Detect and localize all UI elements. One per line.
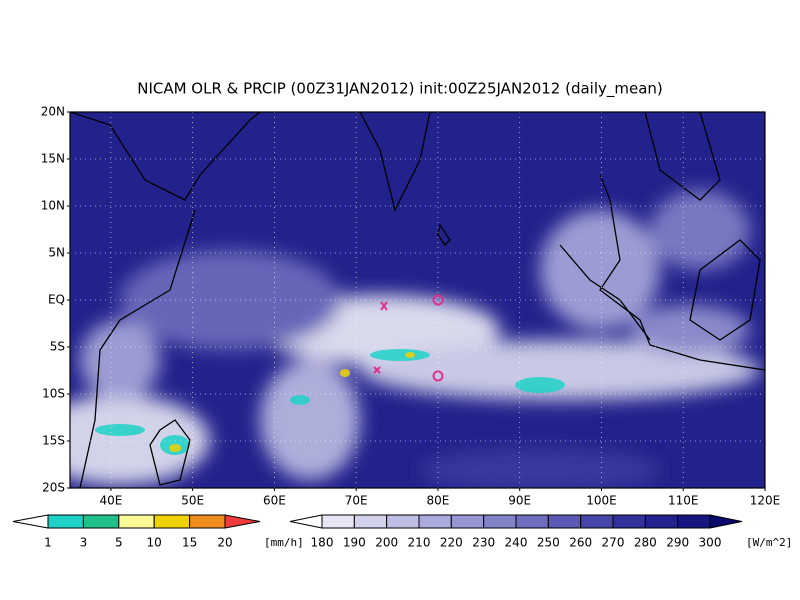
- colorbar-unit: [W/m^2]: [746, 536, 792, 549]
- lat-label: 20S: [42, 481, 65, 495]
- colorbar-label: 20: [217, 536, 232, 550]
- colorbar-box: [47, 514, 84, 529]
- colorbar-box: [386, 514, 420, 529]
- lat-label: 10S: [42, 387, 65, 401]
- colorbar-label: 300: [699, 536, 722, 550]
- lon-label: 70E: [345, 494, 368, 508]
- lat-label: 15S: [42, 434, 65, 448]
- lon-label: 40E: [99, 494, 122, 508]
- map-field: [70, 112, 765, 488]
- colorbar-box: [677, 514, 711, 529]
- lat-label: 15N: [41, 152, 65, 166]
- colorbar-label: 210: [408, 536, 431, 550]
- colorbar-box: [189, 514, 226, 529]
- lon-label: 60E: [263, 494, 286, 508]
- map-title: NICAM OLR & PRCIP (00Z31JAN2012) init:00…: [137, 80, 663, 99]
- colorbar-box: [418, 514, 452, 529]
- colorbar-label: 190: [343, 536, 366, 550]
- colorbar-box: [321, 514, 355, 529]
- colorbar-box: [153, 514, 191, 529]
- colorbar-box: [515, 514, 549, 529]
- colorbar-label: 240: [505, 536, 528, 550]
- colorbar-box: [580, 514, 614, 529]
- colorbar-box: [644, 514, 679, 529]
- lon-label: 120E: [750, 494, 781, 508]
- lat-label: EQ: [48, 293, 65, 307]
- lat-label: 10N: [41, 199, 65, 213]
- colorbar-unit: [mm/h]: [264, 536, 304, 549]
- lon-label: 80E: [427, 494, 450, 508]
- colorbar-box: [547, 514, 582, 529]
- colorbar-label: 3: [80, 536, 88, 550]
- colorbar-arrow-low: [12, 514, 49, 529]
- colorbar-label: 260: [569, 536, 592, 550]
- colorbar-label: 220: [440, 536, 463, 550]
- lon-label: 50E: [181, 494, 204, 508]
- lon-label: 100E: [586, 494, 617, 508]
- colorbar-arrow-high: [709, 514, 743, 529]
- lon-label: 110E: [668, 494, 699, 508]
- colorbar-label: 250: [537, 536, 560, 550]
- colorbar-box: [483, 514, 517, 529]
- colorbar-box: [450, 514, 485, 529]
- lat-label: 20N: [41, 105, 65, 119]
- colorbar-label: 280: [634, 536, 657, 550]
- colorbar-label: 270: [602, 536, 625, 550]
- colorbar-arrow-low: [289, 514, 323, 529]
- colorbar-label: 1: [44, 536, 52, 550]
- colorbar-arrow-high: [224, 514, 261, 529]
- lat-label: 5N: [48, 246, 65, 260]
- colorbar-label: 10: [147, 536, 162, 550]
- legends: 1 3 5 10 15 20 [mm/h] 180 190 200 210 220 230 240 250 2…: [12, 514, 792, 550]
- colorbar-label: 200: [375, 536, 398, 550]
- colorbar-box: [353, 514, 388, 529]
- colorbar-box: [612, 514, 646, 529]
- colorbar-label: 180: [311, 536, 334, 550]
- colorbar-label: 290: [666, 536, 689, 550]
- axis-labels: 20N 15N 10N 5N EQ 5S 10S 15S 20S 40E 50E 60E 70E 80E 9…: [41, 105, 781, 508]
- lon-label: 90E: [508, 494, 531, 508]
- colorbar-label: 5: [115, 536, 123, 550]
- graticule: [70, 112, 765, 488]
- lat-label: 5S: [50, 340, 65, 354]
- colorbar-label: 230: [472, 536, 495, 550]
- colorbar-box: [82, 514, 120, 529]
- colorbar-label: 15: [182, 536, 197, 550]
- colorbar-box: [118, 514, 155, 529]
